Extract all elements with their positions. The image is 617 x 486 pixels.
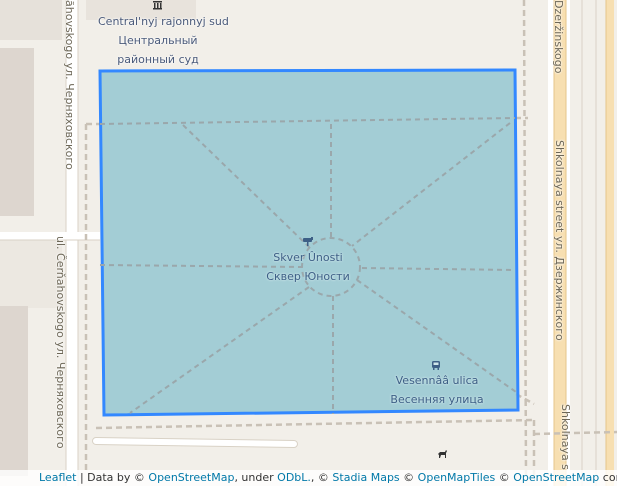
poi-square-local: Сквер Юности xyxy=(266,270,350,283)
osm-link[interactable]: OpenStreetMap xyxy=(148,471,235,484)
map-attribution: Leaflet | Data by © OpenStreetMap, under… xyxy=(0,470,617,486)
dog-park-icon xyxy=(437,449,448,461)
openmaptiles-link[interactable]: OpenMapTiles xyxy=(417,471,496,484)
road xyxy=(554,0,566,486)
street-label-dzerzhinskogo-top: Dzeržinskogo xyxy=(552,0,565,74)
poi-court-latin: Central'nyj rajonnyj sud xyxy=(98,15,229,28)
poi-bus-stop-label: Vesennââ ulica Весенняя улица xyxy=(377,371,497,409)
road xyxy=(66,0,78,486)
building xyxy=(0,0,62,40)
odbl-link[interactable]: ODbL. xyxy=(277,471,311,484)
viewpoint-icon xyxy=(302,236,314,249)
attribution-text-2: , under xyxy=(234,471,278,484)
street-label-chernyakhovskogo-top: ăhovskogo ул. Черняховского xyxy=(63,0,76,170)
courthouse-icon xyxy=(152,0,163,12)
road xyxy=(606,0,614,486)
poi-bus-stop-latin: Vesennââ ulica xyxy=(395,374,479,387)
poi-square-label: Skver Ûnosti Сквер Юности xyxy=(258,248,358,286)
attribution-text-1: | Data by © xyxy=(76,471,149,484)
park-paths xyxy=(99,117,517,414)
park-polygon[interactable] xyxy=(98,68,520,417)
poi-court-local-line2: районный суд xyxy=(117,53,199,66)
poi-square-latin: Skver Ûnosti xyxy=(273,251,343,264)
building xyxy=(0,306,28,476)
building xyxy=(86,0,196,20)
street-label-shkolnaya-bottom: Shkolnaya s xyxy=(559,404,572,470)
street-label-shkolnaya: Shkolnaya street ул. Дзержинского xyxy=(553,140,566,341)
road xyxy=(0,232,100,240)
osm-contributors-link[interactable]: OpenStreetMap xyxy=(513,471,600,484)
attribution-text-3: , © xyxy=(310,471,333,484)
bus-stop-icon xyxy=(431,360,441,373)
attribution-text-6: contributors xyxy=(602,471,617,484)
leaflet-link[interactable]: Leaflet xyxy=(39,471,77,484)
building xyxy=(0,48,34,216)
attribution-text-5: © xyxy=(495,471,514,484)
poi-court-local-line1: Центральный xyxy=(118,34,198,47)
attribution-text-4: © xyxy=(399,471,418,484)
building xyxy=(0,240,62,308)
street-label-chernyakhovskogo: ul. Čerňahovskogo ул. Черняховского xyxy=(54,236,67,449)
stadia-link[interactable]: Stadia Maps xyxy=(332,471,400,484)
poi-bus-stop-local: Весенняя улица xyxy=(390,393,484,406)
poi-court-label: Central'nyj rajonnyj sud Центральный рай… xyxy=(98,12,229,69)
